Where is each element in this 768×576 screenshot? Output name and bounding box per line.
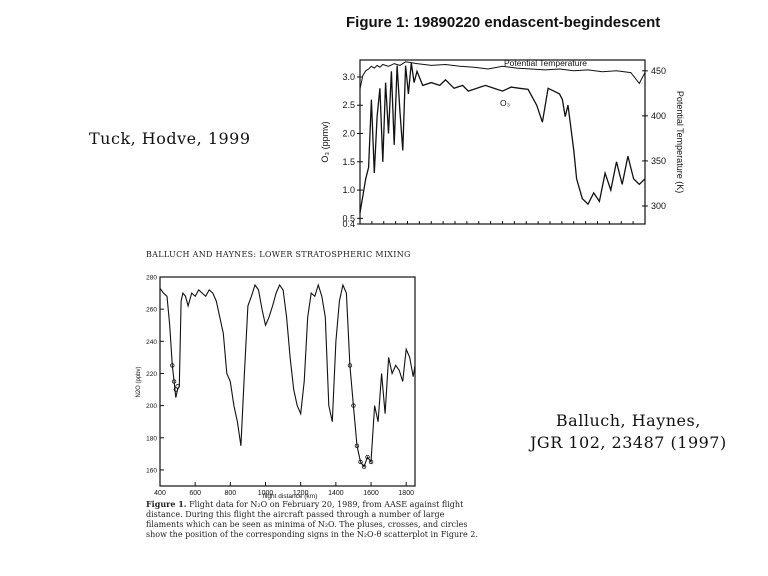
figure2-xtick-label-6: 1600	[363, 490, 379, 497]
figure2-xtick-label-1: 600	[189, 490, 201, 497]
figure2-marker-2	[173, 387, 179, 392]
figure2-marker-1	[171, 379, 177, 384]
figure1-title: Figure 1: 19890220 endascent-begindescen…	[346, 14, 661, 31]
figure2-marker-8	[361, 464, 367, 469]
figure1-annotation-theta: Potential Temperature	[504, 58, 587, 68]
figure1-y2tick-label-0: 300	[651, 201, 666, 211]
figure2-marker-3	[175, 384, 180, 389]
figure2-xlabel: flight distance (km)	[263, 493, 318, 500]
figure2-series-n2o	[159, 283, 416, 468]
figure2-ytick-label-6: 280	[146, 275, 157, 282]
citation-balluch-line2: JGR 102, 23487 (1997)	[530, 433, 727, 452]
figure1-ytick-label-2: 1.0	[342, 185, 355, 195]
figure1-y2tick-label-1: 350	[651, 156, 666, 166]
figure1-annotation-o3: O₃	[500, 98, 510, 108]
figure2-xtick-label-7: 1800	[398, 490, 414, 497]
figure1-ytick-label-3: 1.5	[342, 157, 355, 167]
figure2-ytick-label-2: 200	[146, 403, 157, 410]
figure2-ytick-label-3: 220	[146, 371, 157, 378]
figure1-y2tick-label-2: 400	[651, 111, 666, 121]
figure2-ylabel: N2O (ppbv)	[136, 366, 142, 397]
figure2-header: BALLUCH AND HAYNES: LOWER STRATOSPHERIC …	[146, 250, 411, 259]
figure2-marker-4	[347, 363, 353, 368]
figure1-series-o3	[359, 62, 646, 213]
figure2-marker-0	[170, 363, 175, 368]
figure1-ytick-label-0: 0.4	[342, 219, 355, 229]
figure2-marker-6	[354, 443, 360, 449]
figure1-ytick-label-6: 3.0	[342, 72, 355, 82]
citation-balluch-line1: Balluch, Haynes,	[555, 411, 701, 430]
figure2-ytick-label-4: 240	[146, 339, 157, 346]
figure1-ytick-label-5: 2.5	[342, 100, 355, 110]
figure2-xtick-label-3: 1000	[258, 490, 274, 497]
figure1-ytick-label-4: 2.0	[342, 129, 355, 139]
figure2-xtick-label-2: 800	[225, 490, 237, 497]
figure2-ytick-label-0: 160	[146, 467, 157, 474]
figure2-caption: Figure 1. Flight data for N₂O on Februar…	[146, 499, 481, 540]
figure2-marker-10	[368, 459, 374, 465]
figure1-ytick-label-1: 0.5	[342, 213, 355, 223]
figure2-marker-7	[358, 459, 363, 465]
figure2-xtick-label-0: 400	[154, 490, 166, 497]
figure2-ytick-label-5: 260	[146, 307, 157, 314]
citation-tuck: Tuck, Hodve, 1999	[89, 129, 251, 148]
citation-balluch: Balluch, Haynes, JGR 102, 23487 (1997)	[530, 410, 727, 454]
figure2-xtick-label-5: 1400	[328, 490, 344, 497]
figure1-series-theta	[359, 61, 646, 89]
caption-text: Flight data for N₂O on February 20, 1989…	[146, 500, 478, 539]
figure2-ytick-label-1: 180	[146, 435, 157, 442]
figure2-marker-9	[365, 454, 370, 460]
figure1-ylabel: O₃ (ppmv)	[320, 121, 330, 162]
caption-label: Figure 1.	[146, 499, 187, 509]
figure1-y2label: Potential Temperature (K)	[675, 91, 685, 193]
figure2-frame	[159, 276, 416, 487]
figure2-marker-5	[351, 403, 356, 408]
figure2-xtick-label-4: 1200	[293, 490, 309, 497]
figure1-y2tick-label-3: 450	[651, 66, 666, 76]
